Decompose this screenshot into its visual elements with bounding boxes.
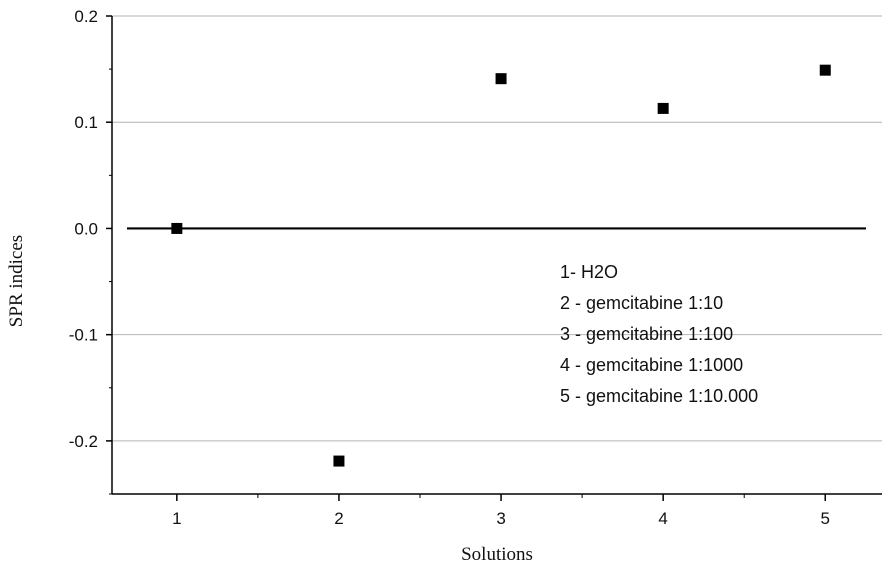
x-tick-label: 4: [658, 509, 667, 528]
x-tick-label: 1: [172, 509, 181, 528]
legend-annotation: 1- H2O 2 - gemcitabine 1:10 3 - gemcitab…: [560, 262, 758, 406]
data-point: [657, 102, 669, 114]
y-tick-labels: 0.2 0.1 0.0 -0.1 -0.2: [69, 7, 98, 451]
legend-line: 1- H2O: [560, 262, 618, 282]
y-tick-label: 0.1: [74, 113, 98, 132]
data-point: [495, 73, 507, 85]
x-tick-labels: 1 2 3 4 5: [172, 509, 830, 528]
y-axis-label: SPR indices: [6, 235, 27, 327]
data-points: [171, 64, 831, 467]
y-tick-label: 0.2: [74, 7, 98, 26]
x-tick-label: 3: [496, 509, 505, 528]
legend-line: 3 - gemcitabine 1:100: [560, 324, 733, 344]
data-point: [171, 222, 183, 234]
legend-line: 5 - gemcitabine 1:10.000: [560, 386, 758, 406]
x-axis-label: Solutions: [461, 544, 533, 565]
data-point: [333, 455, 345, 467]
legend-line: 4 - gemcitabine 1:1000: [560, 355, 743, 375]
legend-line: 2 - gemcitabine 1:10: [560, 293, 723, 313]
y-tick-label: -0.2: [69, 432, 98, 451]
grid-lines: [112, 15, 882, 442]
x-tick-label: 5: [821, 509, 830, 528]
y-tick-label: -0.1: [69, 326, 98, 345]
y-tick-label: 0.0: [74, 219, 98, 238]
axes: [106, 15, 882, 501]
x-tick-label: 2: [334, 509, 343, 528]
data-point: [819, 64, 831, 76]
